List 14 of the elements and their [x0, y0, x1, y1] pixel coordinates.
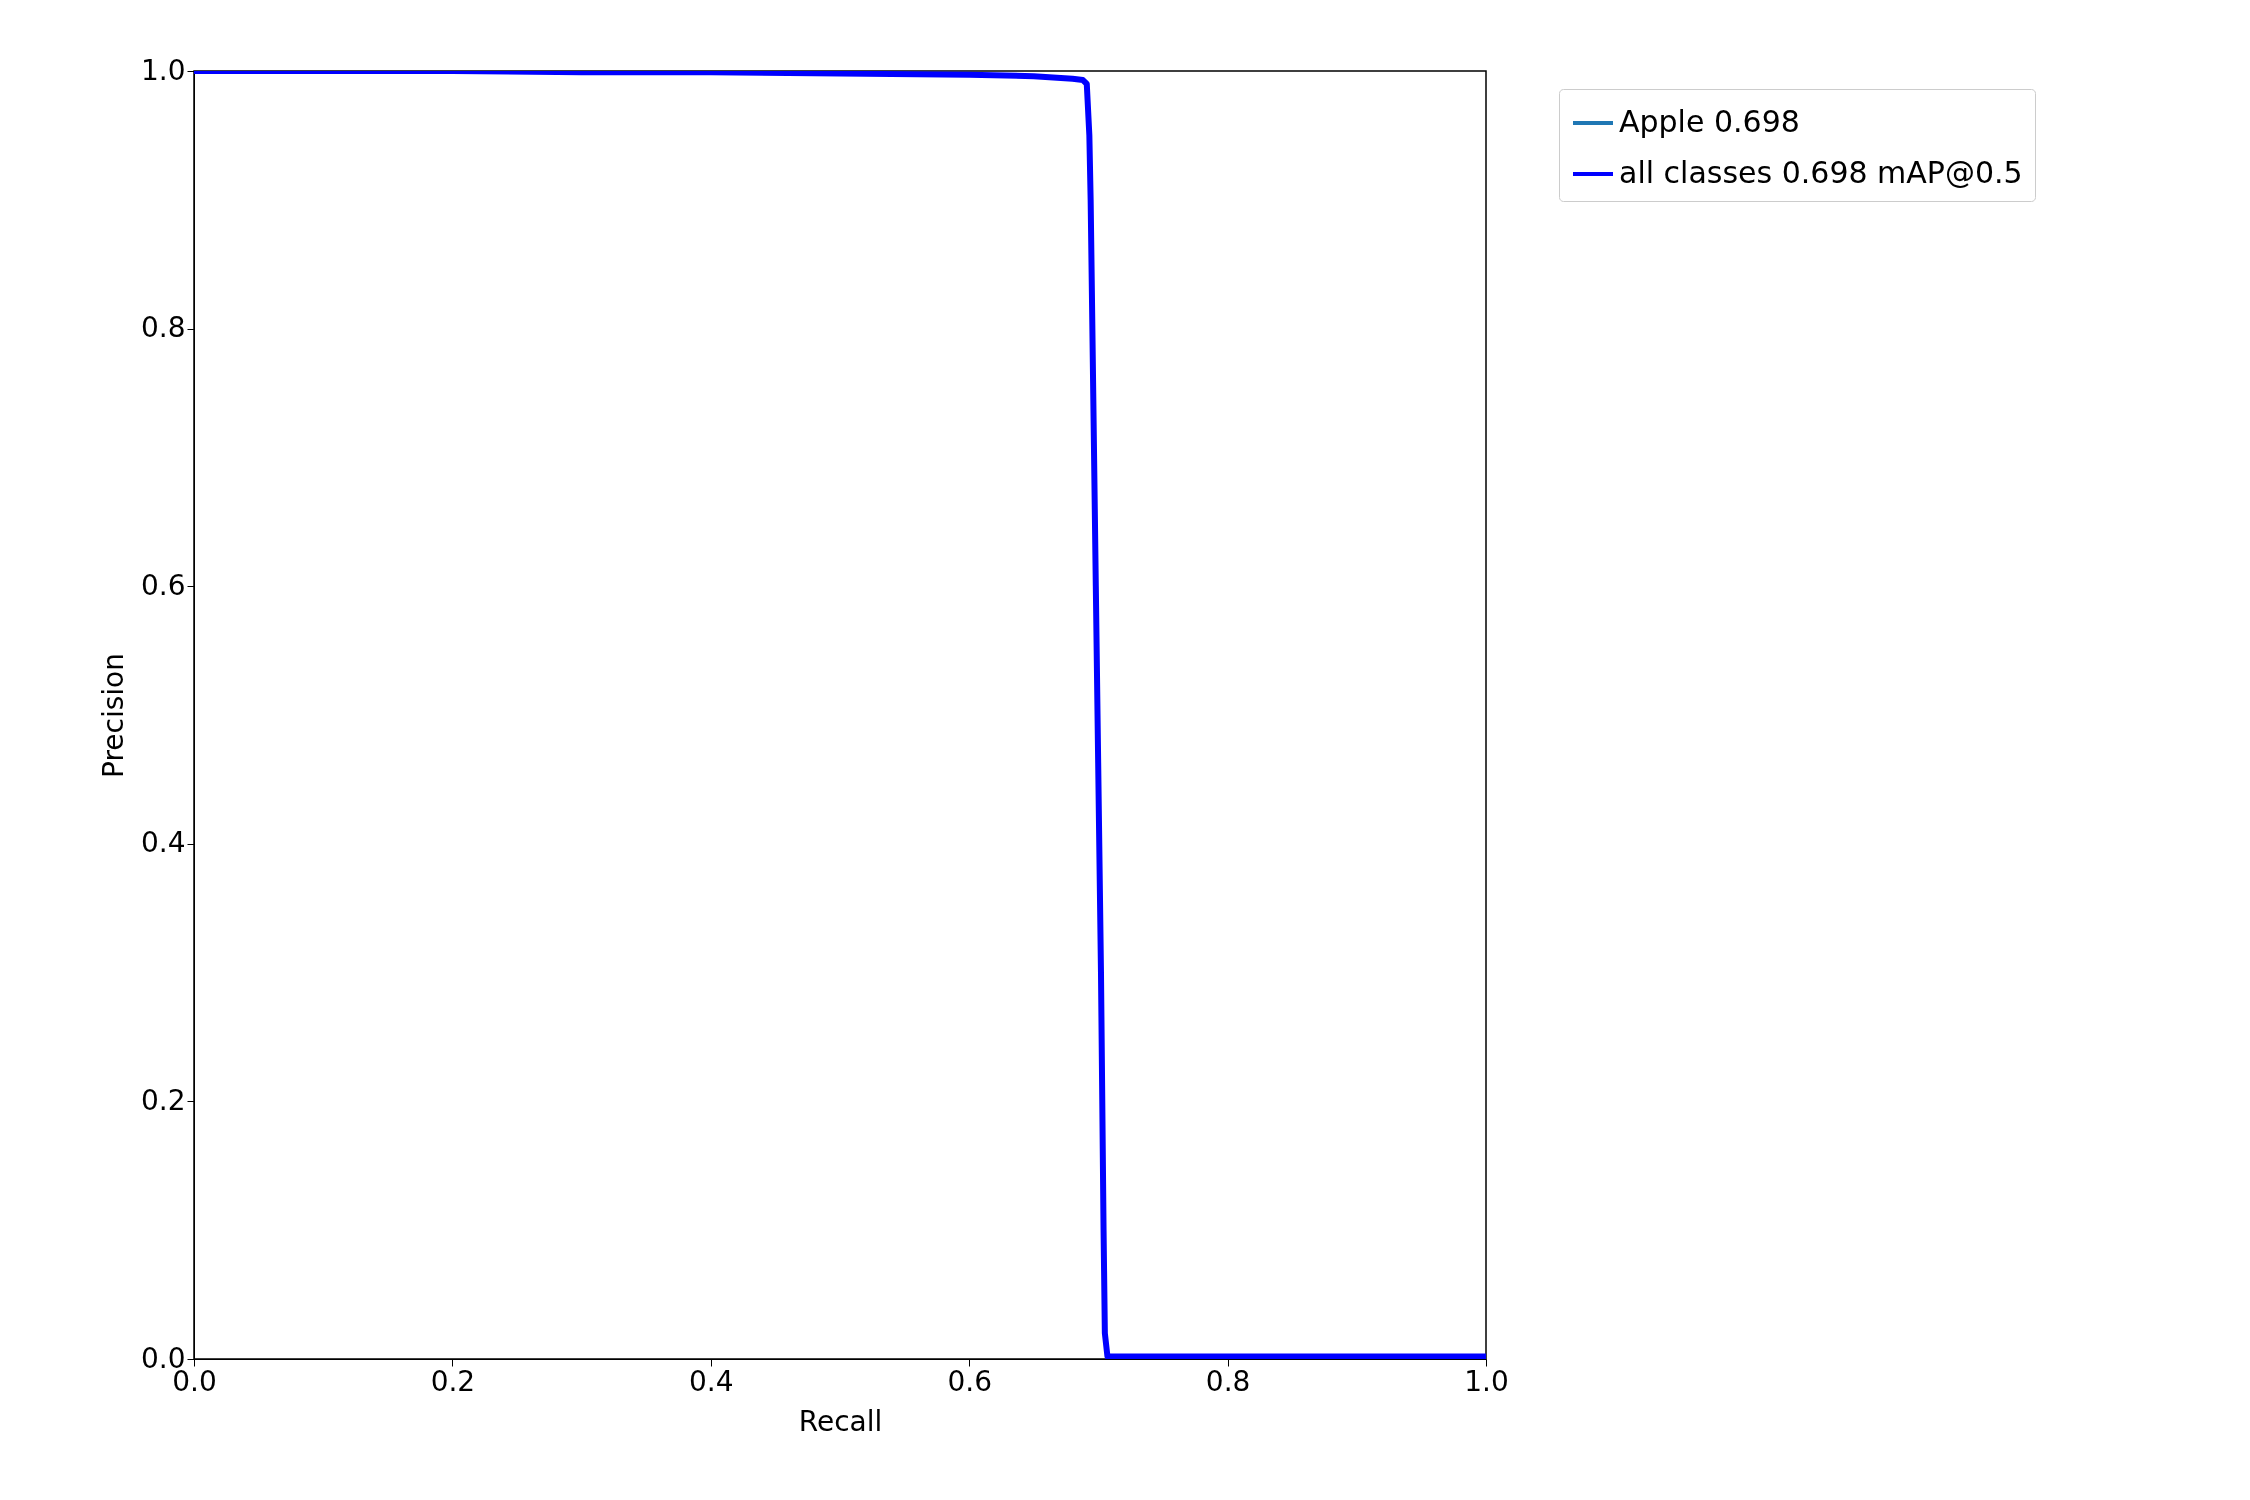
y-tick-label: 1.0	[140, 53, 186, 87]
x-tick-label: 0.6	[947, 1364, 992, 1398]
legend-label: Apple 0.698	[1619, 104, 1800, 139]
x-tick-label: 1.0	[1464, 1364, 1509, 1398]
y-axis-title: Precision	[96, 653, 130, 778]
x-axis-title: Recall	[798, 1404, 883, 1438]
y-tick-label: 0.6	[140, 568, 186, 602]
x-tick-label: 0.2	[430, 1364, 476, 1398]
y-tick-label: 0.4	[140, 826, 186, 860]
x-tick-label: 0.4	[689, 1364, 734, 1398]
y-tick-label: 0.2	[140, 1083, 186, 1117]
legend-label: all classes 0.698 mAP@0.5	[1619, 155, 2023, 190]
y-tick-label: 0.8	[140, 311, 186, 345]
x-tick-label: 0.8	[1205, 1364, 1251, 1398]
